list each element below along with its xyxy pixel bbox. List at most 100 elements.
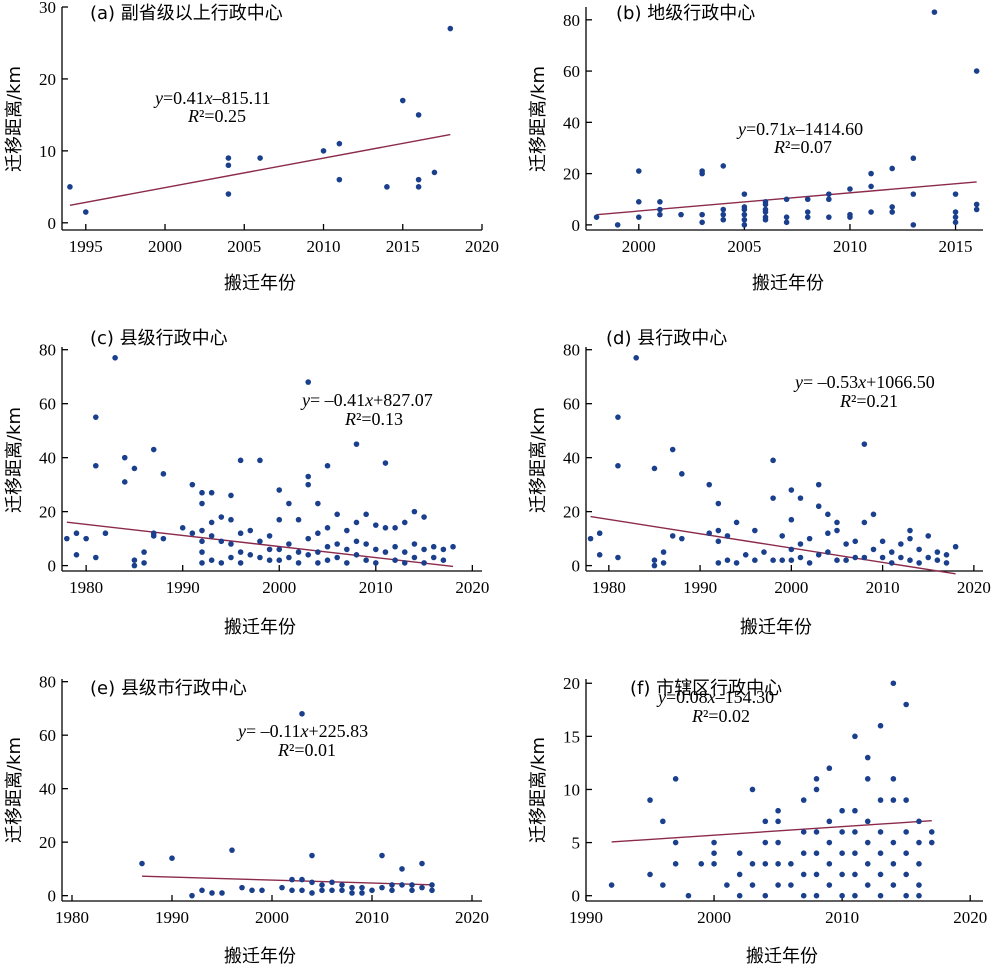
data-point	[813, 892, 820, 899]
data-point	[344, 546, 350, 553]
data-point	[121, 479, 128, 485]
data-point	[870, 546, 877, 553]
data-point	[324, 462, 331, 469]
data-point	[450, 543, 456, 550]
data-point	[382, 460, 389, 466]
data-point	[651, 557, 658, 564]
data-point	[266, 533, 273, 539]
panel-b: 0 20 40 60 80 2000 2005 2010 2015 (b) 地级行政中心 y=0.7…	[528, 3, 983, 294]
y-tick-label: 5	[572, 834, 581, 853]
data-point	[64, 535, 70, 542]
panel-title: (b) 地级行政中心	[616, 3, 755, 24]
data-point	[672, 776, 679, 782]
data-point	[761, 549, 767, 555]
data-point	[762, 839, 769, 846]
y-axis-label: 迁移距离/km	[4, 407, 25, 513]
y-tick-label: 60	[39, 395, 56, 414]
data-point	[339, 887, 345, 894]
data-point	[775, 839, 781, 846]
data-point	[219, 890, 225, 896]
data-point	[669, 446, 676, 453]
data-point	[775, 882, 781, 888]
y-tick-label: 80	[39, 341, 56, 360]
data-point	[870, 511, 877, 518]
data-point	[736, 850, 743, 857]
y-tick-label: 80	[563, 11, 580, 30]
data-point	[415, 176, 422, 183]
data-point	[864, 754, 871, 761]
data-point	[898, 541, 904, 547]
data-point	[218, 560, 225, 566]
x-tick-label: 2000	[697, 908, 731, 927]
data-point	[907, 527, 913, 534]
data-point	[382, 525, 389, 531]
panel-title: (c) 县级行政中心	[90, 328, 228, 349]
data-point	[934, 549, 941, 555]
r-squared-label: R²=0.02	[691, 706, 750, 726]
data-point	[257, 155, 263, 161]
data-point	[741, 216, 748, 223]
data-point	[279, 884, 285, 891]
data-point	[825, 511, 831, 518]
data-point	[890, 839, 897, 846]
y-axis-label: 迁移距离/km	[4, 66, 25, 172]
data-point	[329, 887, 335, 894]
data-point	[363, 557, 369, 564]
x-tick-label: 2005	[227, 237, 261, 256]
data-point	[399, 882, 405, 888]
data-point	[286, 500, 292, 507]
data-point	[349, 884, 355, 891]
data-point	[852, 807, 858, 814]
data-point	[943, 560, 950, 566]
data-point	[839, 871, 845, 878]
data-point	[657, 211, 663, 218]
data-point	[699, 219, 705, 226]
data-point	[315, 560, 321, 566]
y-tick-label: 0	[48, 214, 57, 233]
data-point	[925, 554, 932, 561]
x-tick-label: 2000	[622, 237, 656, 256]
data-point	[804, 209, 811, 215]
data-point	[299, 710, 305, 717]
data-point	[239, 884, 245, 891]
data-point	[315, 530, 321, 537]
data-point	[826, 839, 833, 846]
data-point	[295, 560, 302, 566]
y-tick-label: 15	[563, 727, 580, 746]
data-point	[770, 495, 776, 501]
data-point	[657, 199, 663, 205]
data-point	[788, 546, 795, 553]
y-tick-label: 40	[39, 780, 56, 799]
data-point	[319, 882, 325, 888]
data-point	[218, 538, 225, 545]
data-point	[788, 882, 794, 888]
regression-line	[66, 521, 454, 568]
data-point	[815, 481, 822, 488]
data-point	[711, 850, 717, 857]
y-tick-label: 20	[39, 503, 56, 522]
data-point	[699, 211, 705, 218]
data-point	[199, 887, 205, 894]
data-point	[379, 884, 385, 891]
data-point	[678, 211, 684, 218]
data-point	[898, 554, 904, 561]
data-point	[775, 807, 781, 814]
y-axis-label: 迁移距离/km	[528, 66, 549, 172]
data-point	[372, 546, 379, 553]
data-point	[660, 882, 666, 888]
panel-title: (a) 副省级以上行政中心	[90, 3, 283, 24]
data-point	[843, 557, 849, 564]
data-point	[877, 850, 884, 857]
data-point	[309, 879, 315, 886]
data-point	[651, 465, 658, 472]
regression-line	[69, 133, 451, 207]
x-tick-label: 2005	[727, 237, 761, 256]
data-point	[813, 850, 820, 857]
data-point	[392, 525, 398, 531]
data-point	[788, 557, 795, 564]
panel-title: (f) 市辖区行政中心	[630, 678, 782, 699]
data-point	[276, 516, 283, 523]
data-point	[237, 457, 244, 464]
data-point	[421, 560, 427, 566]
